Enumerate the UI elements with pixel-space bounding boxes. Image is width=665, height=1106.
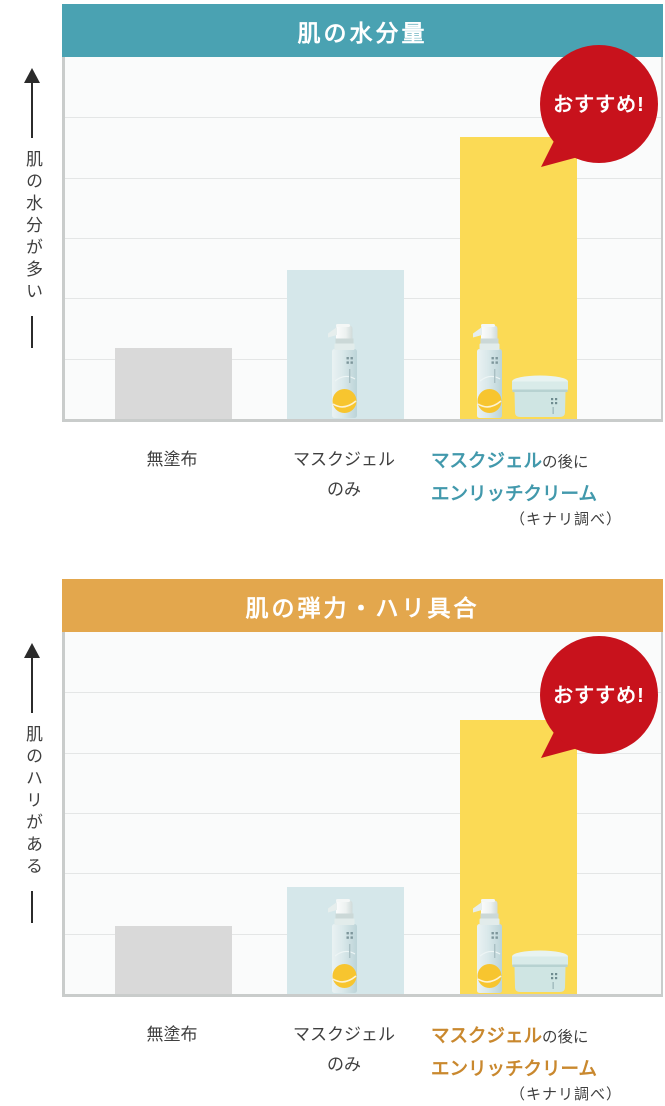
- highlight-cream: エンリッチクリーム: [431, 483, 597, 504]
- plain-after: の後に: [542, 454, 589, 471]
- x-label-gel-plus-cream: マスクジェルの後にエンリッチクリーム: [431, 1020, 663, 1086]
- enrich-cream-jar-image: [512, 375, 568, 417]
- gridline: [65, 177, 661, 179]
- gridline: [65, 752, 661, 754]
- gridline: [65, 692, 661, 694]
- highlight-cream: エンリッチクリーム: [431, 1058, 597, 1079]
- x-label-no-application: 無塗布: [146, 1025, 198, 1044]
- recommend-badge-text: おすすめ!: [553, 684, 645, 707]
- plot-area: [62, 57, 663, 422]
- x-label-gel-only: マスクジェル のみ: [293, 450, 395, 499]
- recommend-badge: おすすめ!: [540, 636, 658, 758]
- source-note: （キナリ調べ）: [509, 1086, 622, 1103]
- arrow-up-icon: [24, 643, 40, 658]
- chart-title: 肌の水分量: [297, 19, 428, 46]
- y-axis-text: 肌の水分が多い: [23, 150, 42, 304]
- recommend-badge: おすすめ!: [540, 45, 658, 167]
- plain-after: の後に: [542, 1029, 589, 1046]
- bar-no-application: [115, 925, 232, 994]
- x-label-no-application: 無塗布: [146, 450, 198, 469]
- gridline: [65, 117, 661, 119]
- gridline: [65, 813, 661, 814]
- chart-elasticity: 肌の弾力・ハリ具合 肌のハリがある おすすめ! 無塗布 マスクジェ: [0, 579, 665, 1106]
- highlight-gel: マスクジェル: [431, 450, 543, 471]
- gridline: [65, 873, 661, 875]
- x-label-gel-plus-cream: マスクジェルの後にエンリッチクリーム: [431, 445, 663, 511]
- recommend-badge-text: おすすめ!: [553, 93, 645, 116]
- axis-line: [31, 316, 33, 348]
- bar-no-application: [115, 348, 232, 419]
- source-note: （キナリ調べ）: [509, 511, 622, 528]
- gridline: [65, 238, 661, 239]
- arrow-up-icon: [24, 68, 40, 83]
- chart-moisture: 肌の水分量 肌の水分が多い おすすめ! 無塗布 マスクジェル のみ: [0, 4, 665, 574]
- axis-line: [31, 891, 33, 923]
- highlight-gel: マスクジェル: [431, 1025, 543, 1046]
- x-label-gel-only: マスクジェル のみ: [293, 1025, 395, 1074]
- axis-line: [31, 658, 33, 713]
- mask-gel-bottle-image: [468, 321, 511, 419]
- mask-gel-bottle-image: [468, 896, 511, 994]
- y-axis-label: 肌のハリがある: [17, 643, 47, 995]
- chart-title-bar: 肌の水分量: [62, 4, 663, 57]
- enrich-cream-jar-image: [512, 950, 568, 992]
- mask-gel-bottle-image: [323, 896, 366, 994]
- axis-line: [31, 83, 33, 138]
- y-axis-label: 肌の水分が多い: [17, 68, 47, 420]
- y-axis-text: 肌のハリがある: [23, 725, 42, 879]
- mask-gel-bottle-image: [323, 321, 366, 419]
- chart-title: 肌の弾力・ハリ具合: [245, 594, 480, 621]
- chart-title-bar: 肌の弾力・ハリ具合: [62, 579, 663, 632]
